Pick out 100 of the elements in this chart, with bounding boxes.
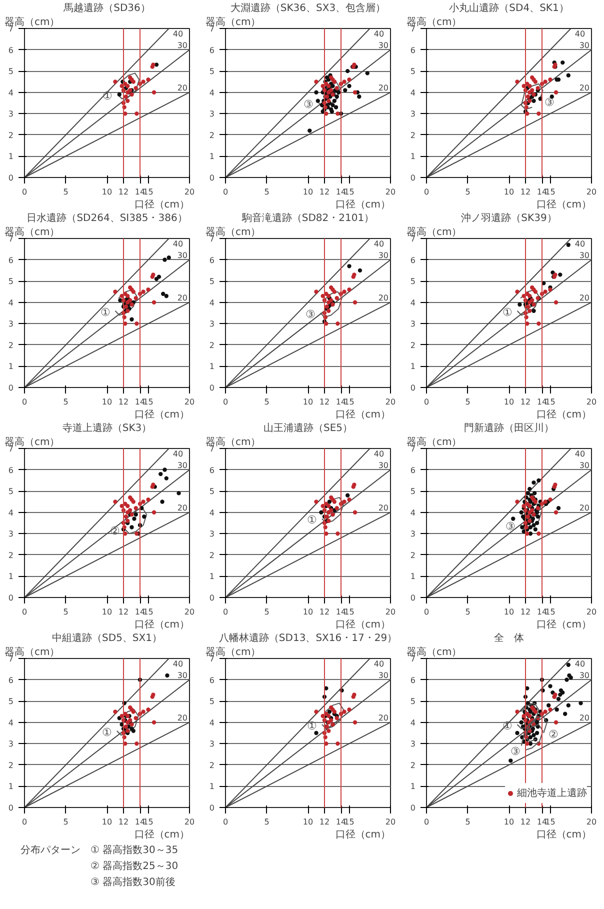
x-tick-label: 15: [344, 818, 354, 826]
chart-title: 山王浦遺跡（SE5）: [263, 422, 353, 434]
series-label: ①: [502, 306, 512, 319]
y-tick-label: 0: [8, 804, 14, 812]
series-label: 40: [574, 240, 586, 248]
y-tick-label: 2: [8, 550, 14, 560]
x-axis-title: 口径（cm）: [134, 620, 190, 630]
x-tick-label: 0: [222, 188, 228, 196]
x-tick-label: 12: [520, 188, 531, 196]
y-tick-label: 3: [8, 110, 14, 119]
y-tick-label: 5: [410, 487, 416, 496]
x-tick-label: 15: [545, 818, 556, 826]
y-tick-label: 3: [410, 530, 416, 539]
x-axis-title: 口径（cm）: [134, 410, 190, 420]
x-tick-label: 14: [134, 608, 146, 616]
series-label: ③: [305, 309, 316, 321]
series-label: 20: [177, 293, 188, 302]
y-tick-label: 2: [209, 760, 215, 770]
y-tick-label: 4: [8, 298, 14, 308]
series-label: 30: [378, 670, 389, 680]
x-axis-title: 口径（cm）: [335, 410, 391, 420]
x-axis-title: 口径（cm）: [134, 200, 190, 210]
x-tick-label: 12: [118, 818, 129, 826]
y-tick-label: 6: [209, 256, 215, 265]
series-label: 20: [579, 503, 590, 512]
x-tick-label: 15: [545, 188, 556, 196]
x-tick-label: 0: [22, 608, 28, 616]
y-tick-label: 1: [8, 572, 14, 582]
y-tick-label: 6: [410, 46, 416, 55]
series-label: 40: [574, 30, 586, 38]
x-tick-label: 5: [465, 188, 470, 196]
x-axis-title: 口径（cm）: [536, 620, 592, 630]
y-tick-label: 1: [209, 152, 215, 162]
x-axis-title: 口径（cm）: [335, 620, 391, 630]
x-tick-label: 12: [520, 818, 531, 826]
x-axis-title: 口径（cm）: [134, 830, 190, 840]
series-label: 30: [177, 250, 188, 260]
y-tick-label: 5: [209, 697, 215, 706]
y-tick-label: 3: [8, 320, 14, 329]
chart-title: 寺道上遺跡（SK3）: [62, 422, 152, 434]
x-tick-label: 15: [545, 398, 556, 406]
series-label: 40: [374, 240, 384, 248]
series-label: ①: [102, 90, 113, 102]
series-label: 30: [177, 670, 188, 680]
chart-title: 中組遺跡（SD5、SX1）: [52, 632, 162, 644]
y-tick-label: 4: [410, 508, 416, 518]
x-tick-label: 0: [22, 188, 28, 196]
x-tick-label: 15: [143, 188, 154, 196]
y-tick-label: 2: [8, 130, 14, 140]
x-tick-label: 20: [385, 818, 396, 826]
x-tick-label: 14: [536, 818, 548, 826]
y-tick-label: 3: [8, 530, 14, 539]
series-label: 30: [579, 670, 590, 680]
x-tick-label: 0: [424, 608, 430, 616]
y-tick-label: 2: [8, 760, 14, 770]
series-label: 20: [378, 83, 389, 92]
y-tick-label: 5: [209, 277, 215, 286]
series-label: 20: [378, 713, 389, 722]
y-tick-label: 3: [410, 320, 416, 329]
chart-title: 大淵遺跡（SK36、SX3、包含層）: [230, 2, 386, 14]
x-tick-label: 15: [143, 608, 154, 616]
x-tick-label: 5: [264, 188, 270, 196]
y-tick-label: 2: [410, 760, 416, 770]
y-tick-label: 2: [8, 340, 14, 350]
y-tick-label: 5: [209, 67, 215, 76]
y-tick-label: 2: [209, 340, 215, 350]
y-tick-label: 3: [209, 530, 215, 539]
y-tick-label: 6: [209, 466, 215, 475]
series-label: 20: [177, 503, 188, 512]
x-tick-label: 10: [302, 398, 314, 406]
x-tick-label: 20: [184, 398, 195, 406]
x-tick-label: 5: [63, 398, 68, 406]
y-tick-label: 3: [8, 740, 14, 749]
x-axis-title: 口径（cm）: [536, 200, 592, 210]
y-tick-label: 0: [209, 594, 215, 602]
text: ③ 器高指数30前後: [90, 876, 176, 888]
x-tick-label: 10: [102, 608, 112, 616]
series-label: 40: [374, 450, 384, 458]
x-tick-label: 5: [465, 398, 470, 406]
y-tick-label: 5: [8, 277, 14, 286]
x-tick-label: 12: [118, 608, 129, 616]
y-tick-label: 6: [8, 466, 14, 475]
x-tick-label: 10: [302, 608, 314, 616]
chart-title: 門新遺跡（田区川）: [464, 422, 554, 434]
x-tick-label: 10: [504, 398, 514, 406]
x-tick-label: 5: [264, 398, 270, 406]
series-label: 40: [374, 660, 384, 668]
x-tick-label: 15: [344, 398, 354, 406]
y-tick-label: 1: [410, 152, 416, 162]
chart-title: 小丸山遺跡（SD4、SK1）: [449, 2, 569, 14]
x-tick-label: 14: [134, 398, 146, 406]
x-tick-label: 20: [184, 608, 195, 616]
x-tick-label: 5: [63, 818, 68, 826]
y-tick-label: 2: [209, 550, 215, 560]
y-tick-label: 0: [8, 384, 14, 392]
x-tick-label: 14: [336, 608, 346, 616]
y-tick-label: 1: [410, 572, 416, 582]
y-tick-label: 5: [410, 67, 416, 76]
x-tick-label: 0: [424, 188, 430, 196]
y-tick-label: 0: [209, 804, 215, 812]
